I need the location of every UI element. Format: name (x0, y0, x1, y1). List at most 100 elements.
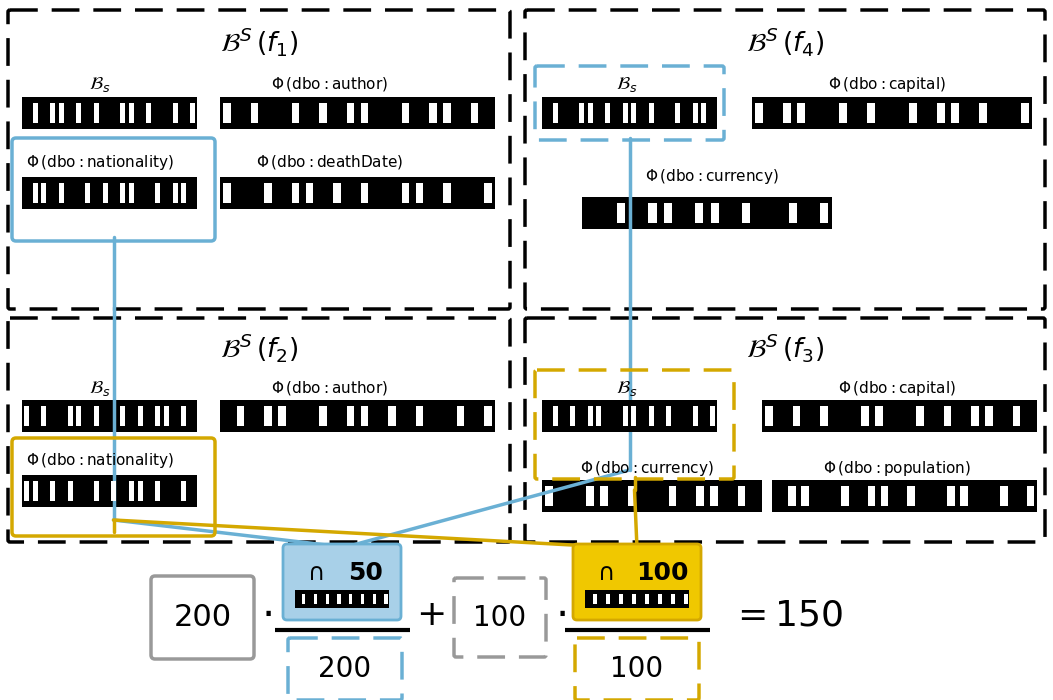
Bar (1027, 486, 1034, 505)
Bar (693, 407, 697, 426)
Bar (711, 204, 719, 223)
Bar (237, 407, 244, 426)
Bar (120, 104, 125, 122)
Bar (264, 407, 272, 426)
Bar (951, 104, 959, 122)
Bar (146, 104, 152, 122)
Bar (360, 183, 369, 202)
Bar (710, 486, 718, 505)
Bar (839, 104, 847, 122)
Bar (542, 480, 762, 512)
Bar (94, 104, 99, 122)
Bar (457, 407, 464, 426)
Bar (251, 104, 258, 122)
Bar (571, 407, 575, 426)
Text: 200: 200 (318, 655, 372, 683)
Bar (644, 594, 649, 604)
Bar (191, 104, 195, 122)
Bar (622, 104, 628, 122)
Bar (443, 183, 451, 202)
Bar (67, 482, 73, 500)
Bar (59, 104, 64, 122)
Bar (295, 590, 389, 608)
Bar (632, 594, 636, 604)
Text: $+$: $+$ (416, 598, 444, 632)
Text: 50: 50 (347, 561, 382, 585)
Bar (22, 177, 197, 209)
Bar (350, 594, 353, 604)
Text: $\mathcal{B}^S\,(f_3)$: $\mathcal{B}^S\,(f_3)$ (746, 332, 824, 365)
Bar (402, 104, 410, 122)
Bar (667, 407, 671, 426)
Bar (94, 407, 99, 426)
Text: $\cap$: $\cap$ (306, 561, 323, 585)
Bar (471, 104, 478, 122)
Text: 100: 100 (474, 603, 526, 631)
Bar (979, 104, 987, 122)
Bar (553, 407, 557, 426)
Bar (389, 407, 396, 426)
Text: $\Phi\,(\mathrm{dbo:deathDate})$: $\Phi\,(\mathrm{dbo:deathDate})$ (256, 153, 403, 171)
Bar (619, 594, 622, 604)
Bar (1013, 407, 1020, 426)
Bar (278, 407, 285, 426)
Text: $\cap$: $\cap$ (597, 561, 613, 585)
Text: $\cdot$: $\cdot$ (555, 594, 565, 636)
Bar (164, 407, 168, 426)
Bar (373, 594, 376, 604)
Bar (908, 486, 915, 505)
Text: $\mathcal{B}^S\,(f_2)$: $\mathcal{B}^S\,(f_2)$ (220, 332, 298, 365)
Bar (752, 97, 1032, 129)
Text: 100: 100 (636, 561, 689, 585)
Bar (916, 407, 923, 426)
Bar (797, 104, 804, 122)
Bar (605, 594, 610, 604)
Bar (319, 104, 326, 122)
Text: $\Phi\,(\mathrm{dbo:population})$: $\Phi\,(\mathrm{dbo:population})$ (823, 458, 971, 477)
Bar (971, 407, 979, 426)
Bar (588, 407, 593, 426)
Text: $\mathcal{B}_s$: $\mathcal{B}_s$ (616, 379, 638, 398)
Bar (628, 486, 635, 505)
Bar (960, 486, 968, 505)
Bar (155, 407, 160, 426)
Bar (220, 177, 495, 209)
Bar (51, 482, 55, 500)
Bar (33, 482, 38, 500)
Bar (128, 104, 134, 122)
Bar (696, 486, 703, 505)
Bar (181, 183, 186, 202)
Bar (632, 104, 636, 122)
Bar (762, 400, 1037, 432)
Bar (943, 407, 952, 426)
Bar (33, 104, 38, 122)
Text: $\cdot$: $\cdot$ (261, 594, 272, 636)
Text: $\Phi\,(\mathrm{dbo:capital})$: $\Phi\,(\mathrm{dbo:capital})$ (838, 379, 956, 398)
Bar (24, 407, 28, 426)
Bar (737, 486, 746, 505)
Bar (671, 594, 675, 604)
Bar (542, 400, 717, 432)
Bar (542, 97, 717, 129)
Text: $= 150$: $= 150$ (730, 598, 843, 632)
Bar (103, 183, 107, 202)
Bar (937, 104, 945, 122)
Bar (77, 407, 81, 426)
Bar (695, 204, 703, 223)
Bar (579, 104, 583, 122)
Bar (755, 104, 762, 122)
FancyBboxPatch shape (573, 544, 701, 620)
Bar (868, 104, 875, 122)
Bar (582, 197, 832, 229)
Text: 100: 100 (611, 655, 663, 683)
Bar (402, 183, 410, 202)
Text: $\Phi\,(\mathrm{dbo:currency})$: $\Phi\,(\mathrm{dbo:currency})$ (580, 458, 714, 477)
Bar (173, 104, 178, 122)
Text: $\mathcal{B}_s$: $\mathcal{B}_s$ (616, 74, 638, 94)
Bar (881, 486, 889, 505)
Bar (155, 482, 160, 500)
Bar (94, 482, 99, 500)
Bar (701, 104, 707, 122)
Bar (693, 104, 697, 122)
Bar (337, 594, 341, 604)
